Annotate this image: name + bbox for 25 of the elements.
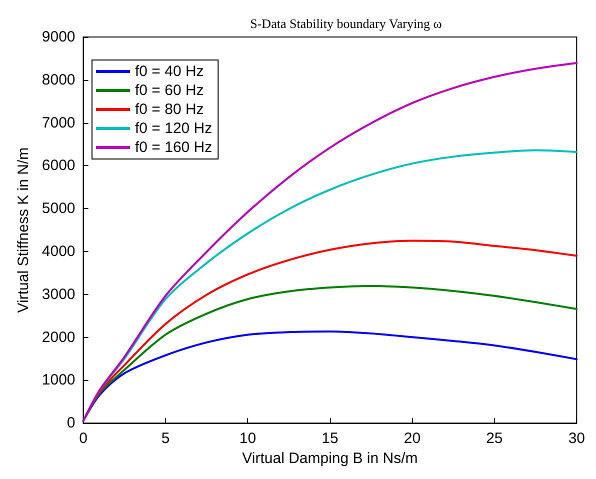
y-tick-label: 1000 [42,372,76,389]
legend-label: f0 = 80 Hz [135,101,204,118]
legend-label: f0 = 40 Hz [135,63,204,80]
x-tick-label: 5 [161,430,170,448]
legend-label: f0 = 120 Hz [135,120,212,137]
y-tick-label: 5000 [42,200,76,218]
x-tick-label: 20 [404,430,421,448]
y-tick-label: 4000 [42,243,76,260]
x-tick-label: 15 [322,430,338,448]
y-tick-label: 3000 [42,286,76,303]
x-tick-label: 0 [79,430,88,448]
x-tick-label: 25 [486,430,503,448]
y-axis-title: Virtual Stiffness K in N/m [15,147,32,313]
y-tick-label: 8000 [42,71,76,88]
x-axis-title: Virtual Damping B in Ns/m [242,450,418,467]
legend-label: f0 = 60 Hz [135,82,204,99]
x-tick-label: 30 [568,430,585,448]
legend-label: f0 = 160 Hz [135,139,212,156]
y-tick-label: 2000 [42,328,76,346]
y-tick-label: 7000 [42,114,76,132]
y-tick-label: 9000 [42,28,76,46]
y-tick-label: 0 [66,414,76,432]
y-tick-label: 6000 [42,157,76,174]
chart-title: S-Data Stability boundary Varying ω [250,16,442,31]
x-tick-label: 10 [239,430,256,448]
